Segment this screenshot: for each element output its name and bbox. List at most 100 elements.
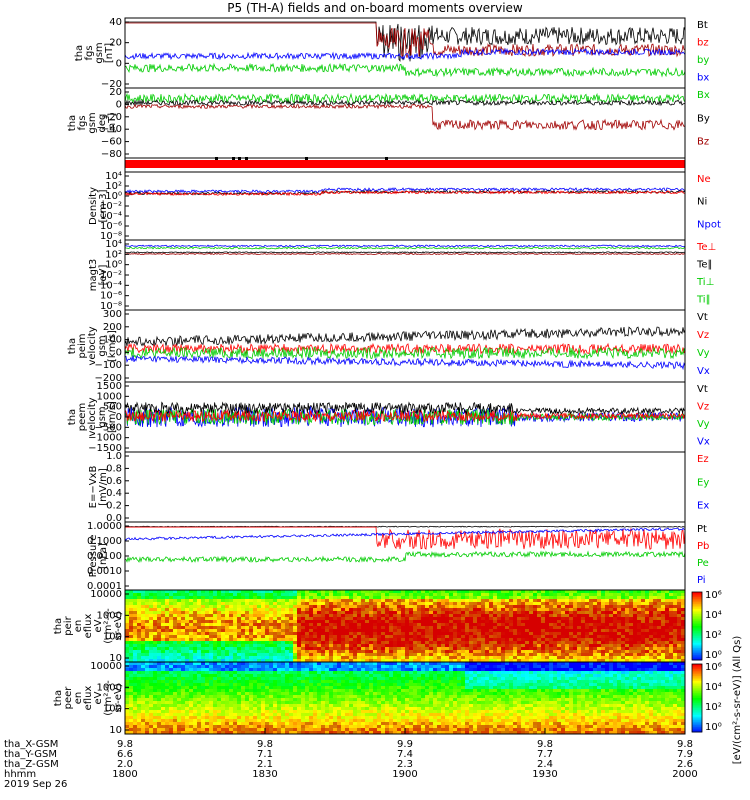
ytick-label: 10⁻⁸ <box>100 301 122 312</box>
legend-Ni: Ni <box>697 197 707 208</box>
ephem-value: 1800 <box>112 769 137 780</box>
trace-ve-vt <box>124 401 686 416</box>
ytick-label: 10⁻⁴ <box>100 280 122 291</box>
ephem-value: 7.9 <box>677 749 693 760</box>
ytick-label: 0 <box>116 412 122 423</box>
ytick-label: 0.0 <box>106 513 122 524</box>
trace-ve-vz <box>124 408 686 423</box>
ephem-value: 2.3 <box>397 759 413 770</box>
ylabel-line: [nPa] <box>98 543 109 569</box>
ephem-value: 2.4 <box>537 759 553 770</box>
ephem-label: tha_Z-GSM <box>4 759 59 770</box>
colorbar-1 <box>692 664 702 733</box>
ytick-label: −40 <box>101 124 122 135</box>
plot-title: P5 (TH-A) fields and on-board moments ov… <box>227 1 523 15</box>
ylabel-line: (cm²-s- <box>103 608 114 644</box>
ylabel-line: eV <box>93 691 104 704</box>
trace-vi-vz <box>124 342 686 355</box>
trace-pb <box>125 526 686 550</box>
trace-bt <box>125 21 686 62</box>
ytick-label: −1000 <box>88 433 122 444</box>
ytick-label: 10² <box>105 181 122 192</box>
legend-Ti⊥: Ti⊥ <box>696 277 714 288</box>
ytick-label: 10⁴ <box>105 171 122 182</box>
colorbar-tick: 10² <box>705 630 722 641</box>
legend-Vz: Vz <box>697 402 709 413</box>
legend-Vy: Vy <box>697 419 710 430</box>
ylabel-line: tha <box>74 45 85 61</box>
legend-Vt: Vt <box>697 384 708 395</box>
ylabel-line: fgs <box>77 115 88 130</box>
legend-Pb: Pb <box>697 541 709 552</box>
trace-pi <box>124 527 685 541</box>
ylabel-line: velocity <box>87 397 98 436</box>
flag-bar <box>125 160 685 168</box>
legend-by: by <box>697 55 709 66</box>
ylabel-line: peim <box>77 333 88 358</box>
colorbar-tick: 10⁶ <box>705 590 722 601</box>
ytick-label: 1000 <box>97 391 122 402</box>
legend-Te⊥: Te⊥ <box>696 242 716 253</box>
ytick-label: 500 <box>103 402 122 413</box>
legend-Ne: Ne <box>697 174 711 185</box>
ylabel-line: [cm-3] <box>98 189 109 222</box>
ytick-label: 100 <box>103 632 122 643</box>
legend-bz: bz <box>697 38 709 49</box>
legend-bx: bx <box>697 73 709 84</box>
colorbar-frame <box>691 591 703 661</box>
legend-Pe: Pe <box>697 558 709 569</box>
ytick-label: 0.8 <box>106 463 122 474</box>
legend-Vt: Vt <box>697 312 708 323</box>
ytick-label: −1500 <box>88 443 122 454</box>
panel-frame-temp <box>124 239 686 311</box>
ephem-value: 7.7 <box>537 749 553 760</box>
ytick-label: 10² <box>105 249 122 260</box>
legend-Vz: Vz <box>697 330 709 341</box>
ytick-label: 10⁻² <box>100 270 122 281</box>
spectrogram-ion <box>125 590 686 663</box>
ylabel-line: [km/s] <box>107 330 118 362</box>
legend-By: By <box>697 113 710 124</box>
legend-Bx: Bx <box>697 90 710 101</box>
colorbar-frame <box>691 663 703 733</box>
ytick-label: −20 <box>101 112 122 123</box>
ylabel-line: tha <box>67 115 78 131</box>
colorbar-tick: 10⁰ <box>705 650 722 661</box>
trace-angle-by <box>124 98 686 107</box>
ylabel-line: gsm <box>87 112 98 133</box>
legend-Ez: Ez <box>697 454 709 465</box>
ylabel-line: fgs <box>84 45 95 60</box>
ylabel-line: velocity <box>87 326 98 365</box>
ytick-label: −200 <box>95 373 122 384</box>
ephem-value: 7.1 <box>257 749 273 760</box>
ytick-label: 10000 <box>90 589 122 600</box>
ylabel-line: sr-eV) <box>113 683 124 712</box>
legend-Vx: Vx <box>697 366 710 377</box>
colorbar-tick: 10⁶ <box>705 662 722 673</box>
ephem-value: 2.1 <box>257 759 273 770</box>
ephem-value: 1930 <box>532 769 557 780</box>
ytick-label: 10⁰ <box>105 191 122 202</box>
ylabel-line: deg <box>97 114 108 133</box>
legend-Ti∥: Ti∥ <box>696 295 711 306</box>
legend-Pi: Pi <box>697 575 706 586</box>
trace-vi-vy <box>124 346 686 360</box>
ytick-label: −100 <box>95 360 122 371</box>
ylabel-line: Density <box>88 187 99 225</box>
flag-frame <box>124 157 686 173</box>
ytick-label: 100 <box>103 704 122 715</box>
trace-ne <box>124 190 686 197</box>
ytick-label: 40 <box>109 17 122 28</box>
ephem-value: 9.9 <box>397 739 413 750</box>
ylabel-line: eflux <box>83 686 94 711</box>
ephem-value: 7.4 <box>397 749 413 760</box>
ytick-label: 0 <box>116 347 122 358</box>
ytick-label: 10⁰ <box>105 260 122 271</box>
ytick-label: 0.0010 <box>87 566 122 577</box>
colorbar-label: [eV/(cm²-s-sr-eV)] (All Qs) <box>732 636 743 765</box>
ylabel-line: gsm <box>94 42 105 63</box>
ylabel-line: gsm <box>97 335 108 356</box>
ytick-label: −60 <box>101 137 122 148</box>
trace-angle-bx <box>124 92 686 105</box>
ytick-label: 1000 <box>97 610 122 621</box>
